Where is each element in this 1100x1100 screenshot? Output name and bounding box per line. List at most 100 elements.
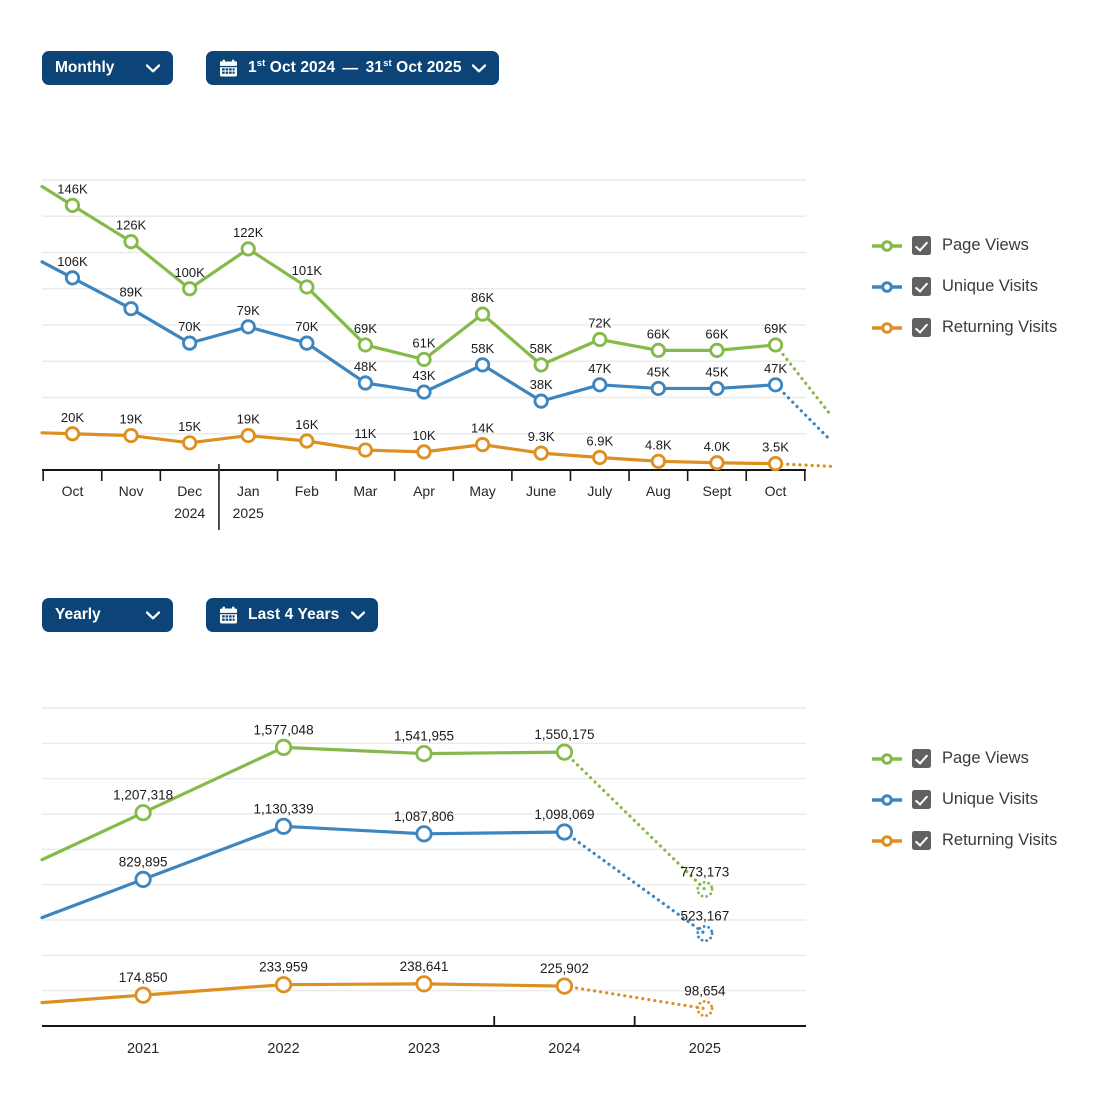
svg-text:48K: 48K: [354, 359, 377, 374]
svg-text:47K: 47K: [764, 361, 787, 376]
legend-item-page-views[interactable]: Page Views: [872, 738, 1057, 779]
range-end-month: Oct 2025: [391, 59, 462, 77]
svg-text:15K: 15K: [178, 419, 201, 434]
series-marker-icon: [872, 752, 902, 766]
calendar-icon: [219, 606, 238, 625]
series-marker-icon: [872, 793, 902, 807]
svg-text:58K: 58K: [530, 341, 553, 356]
legend-item-unique-visits[interactable]: Unique Visits: [872, 266, 1057, 307]
monthly-toolbar: Monthly: [42, 51, 499, 85]
svg-text:4.8K: 4.8K: [645, 437, 672, 452]
legend-item-returning-visits[interactable]: Returning Visits: [872, 307, 1057, 348]
svg-text:1,541,955: 1,541,955: [394, 729, 454, 744]
range-end-day: 31: [361, 59, 384, 77]
svg-text:174,850: 174,850: [119, 970, 168, 985]
granularity-select-yearly[interactable]: Yearly: [42, 598, 173, 632]
svg-text:Aug: Aug: [646, 483, 671, 499]
svg-text:Oct: Oct: [765, 483, 787, 499]
svg-text:2025: 2025: [233, 505, 264, 521]
svg-text:6.9K: 6.9K: [586, 433, 613, 448]
svg-text:66K: 66K: [705, 326, 728, 341]
monthly-chart-legend: Page Views Unique Visits Returning Visit…: [872, 225, 1057, 348]
chevron-down-icon: [351, 610, 366, 620]
svg-text:106K: 106K: [57, 254, 88, 269]
svg-text:June: June: [526, 483, 557, 499]
svg-text:May: May: [469, 483, 495, 499]
granularity-select-monthly[interactable]: Monthly: [42, 51, 173, 85]
svg-text:69K: 69K: [764, 321, 787, 336]
legend-checkbox[interactable]: [912, 318, 931, 337]
legend-item-unique-visits[interactable]: Unique Visits: [872, 779, 1057, 820]
svg-text:233,959: 233,959: [259, 960, 308, 975]
range-start-ord: st: [256, 58, 266, 70]
svg-text:Jan: Jan: [237, 483, 260, 499]
legend-label: Page Views: [942, 236, 1029, 254]
granularity-select-monthly-label: Monthly: [55, 59, 115, 76]
svg-text:2023: 2023: [408, 1041, 440, 1057]
svg-text:16K: 16K: [295, 417, 318, 432]
date-range-monthly-label: 1st Oct 2024 — 31st Oct 2025: [248, 58, 462, 77]
date-range-picker-yearly[interactable]: Last 4 Years: [206, 598, 379, 632]
monthly-chart: 146K 126K 100K 122K 101K 69K 61K 86K 58K 72K 66K 66…: [0, 160, 840, 530]
range-dash: —: [342, 59, 359, 77]
legend-checkbox[interactable]: [912, 749, 931, 768]
calendar-icon: [219, 59, 238, 78]
svg-text:2024: 2024: [548, 1041, 580, 1057]
legend-label: Unique Visits: [942, 277, 1038, 295]
range-end-ord: st: [383, 58, 392, 70]
svg-text:Oct: Oct: [62, 483, 84, 499]
svg-text:146K: 146K: [57, 181, 88, 196]
legend-label: Returning Visits: [942, 318, 1058, 336]
svg-text:2021: 2021: [127, 1041, 159, 1057]
legend-item-page-views[interactable]: Page Views: [872, 225, 1057, 266]
svg-text:10K: 10K: [412, 428, 435, 443]
svg-text:2024: 2024: [174, 505, 205, 521]
svg-text:79K: 79K: [237, 303, 260, 318]
svg-text:1,550,175: 1,550,175: [534, 727, 594, 742]
legend-label: Returning Visits: [942, 831, 1058, 849]
legend-checkbox[interactable]: [912, 831, 931, 850]
svg-text:225,902: 225,902: [540, 961, 589, 976]
chevron-down-icon: [471, 63, 486, 73]
svg-text:3.5K: 3.5K: [762, 440, 789, 455]
svg-text:2025: 2025: [689, 1041, 721, 1057]
granularity-select-yearly-label: Yearly: [55, 606, 101, 623]
svg-text:1,130,339: 1,130,339: [254, 801, 314, 816]
yearly-chart-svg[interactable]: 1,207,318 1,577,048 1,541,955 1,550,175 773,…: [0, 690, 840, 1060]
chevron-down-icon: [146, 610, 160, 620]
yearly-chart-legend: Page Views Unique Visits Returning Visit…: [872, 738, 1057, 861]
svg-text:July: July: [587, 483, 612, 499]
svg-text:70K: 70K: [295, 319, 318, 334]
svg-text:101K: 101K: [292, 263, 323, 278]
svg-text:Apr: Apr: [413, 483, 435, 499]
svg-text:238,641: 238,641: [400, 959, 449, 974]
svg-text:100K: 100K: [174, 265, 205, 280]
svg-text:9.3K: 9.3K: [528, 429, 555, 444]
svg-text:61K: 61K: [412, 335, 435, 350]
yearly-toolbar: Yearly Las: [42, 598, 379, 632]
svg-text:69K: 69K: [354, 321, 377, 336]
svg-text:4.0K: 4.0K: [704, 439, 731, 454]
svg-text:86K: 86K: [471, 290, 494, 305]
svg-text:98,654: 98,654: [684, 984, 726, 999]
svg-text:58K: 58K: [471, 341, 494, 356]
legend-label: Page Views: [942, 749, 1029, 767]
legend-item-returning-visits[interactable]: Returning Visits: [872, 820, 1057, 861]
svg-text:122K: 122K: [233, 225, 264, 240]
svg-text:Dec: Dec: [177, 483, 202, 499]
svg-text:1,207,318: 1,207,318: [113, 788, 173, 803]
svg-text:1,087,806: 1,087,806: [394, 809, 454, 824]
svg-text:11K: 11K: [354, 426, 376, 441]
monthly-chart-svg[interactable]: 146K 126K 100K 122K 101K 69K 61K 86K 58K 72K 66K 66…: [0, 160, 840, 530]
date-range-picker-monthly[interactable]: 1st Oct 2024 — 31st Oct 2025: [206, 51, 499, 85]
chevron-down-icon: [146, 63, 160, 73]
svg-text:47K: 47K: [588, 361, 611, 376]
svg-text:45K: 45K: [705, 364, 728, 379]
legend-checkbox[interactable]: [912, 277, 931, 296]
svg-text:66K: 66K: [647, 326, 670, 341]
legend-checkbox[interactable]: [912, 790, 931, 809]
legend-checkbox[interactable]: [912, 236, 931, 255]
series-marker-icon: [872, 834, 902, 848]
svg-text:1,098,069: 1,098,069: [534, 807, 594, 822]
